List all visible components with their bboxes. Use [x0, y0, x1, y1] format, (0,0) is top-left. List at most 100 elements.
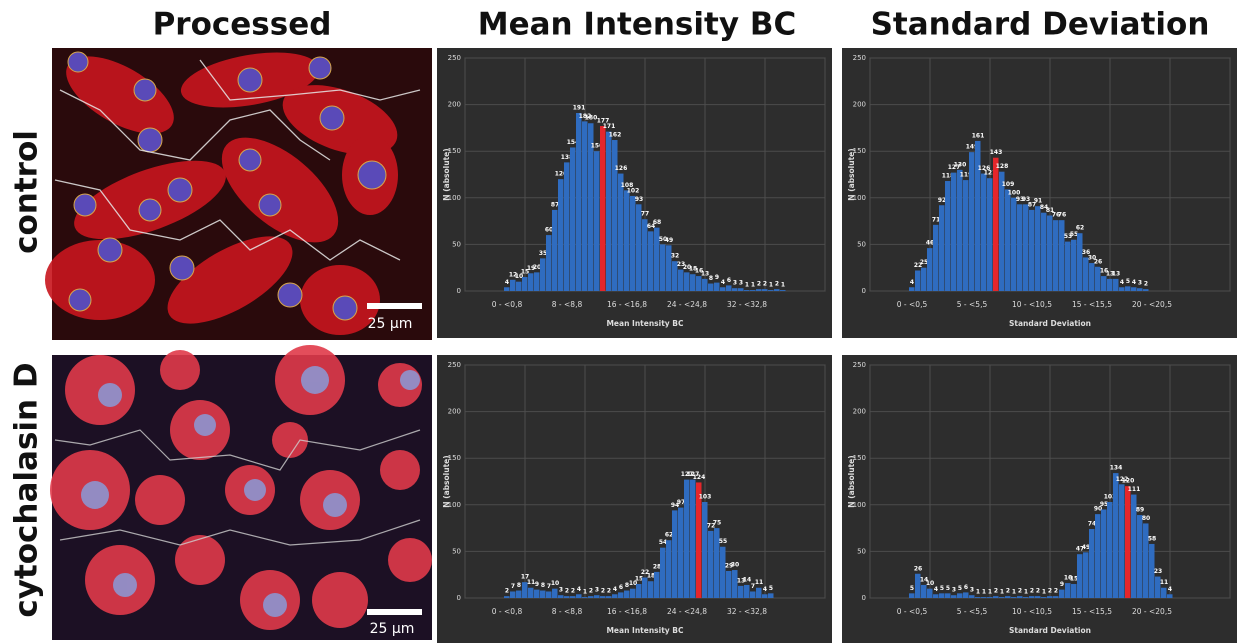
value-label: 71: [932, 216, 940, 223]
bar: [558, 595, 564, 598]
bar: [606, 131, 612, 291]
bar: [1059, 220, 1065, 291]
x-tick-label: 0 - <0,8: [492, 607, 523, 616]
bar: [1005, 189, 1011, 291]
bar: [630, 195, 636, 291]
value-label: 87: [1028, 201, 1036, 208]
bar: [999, 597, 1005, 598]
bar: [963, 592, 969, 598]
x-tick-label: 16 - <16,8: [607, 300, 647, 309]
value-label: 5: [946, 585, 950, 592]
bar: [708, 530, 714, 598]
value-label: 13: [737, 577, 745, 584]
bar: [1011, 597, 1017, 598]
value-label: 10: [515, 273, 523, 280]
value-label: 55: [719, 538, 727, 545]
value-label: 3: [970, 587, 974, 594]
bar: [939, 205, 945, 291]
value-label: 2: [1144, 281, 1148, 288]
chart-background: [842, 48, 1237, 338]
x-tick-label: 24 - <24,8: [667, 300, 707, 309]
bar: [909, 287, 915, 291]
bar: [1047, 596, 1053, 598]
x-tick-label: 20 - <20,5: [1132, 300, 1172, 309]
bar: [951, 595, 957, 598]
bar: [921, 584, 927, 598]
bar: [1155, 576, 1161, 598]
y-axis-label: N (absolute): [442, 455, 451, 507]
value-label: 1: [583, 589, 587, 596]
bar: [1131, 287, 1137, 291]
value-label: 4: [1132, 279, 1136, 286]
value-label: 23: [1154, 568, 1162, 575]
bar: [582, 121, 588, 291]
value-label: 55: [1070, 231, 1078, 238]
bar: [933, 224, 939, 291]
bar: [750, 290, 756, 291]
value-label: 118: [942, 173, 955, 180]
value-label: 6: [727, 277, 731, 284]
bar: [654, 227, 660, 291]
bar: [564, 596, 570, 598]
value-label: 2: [1036, 588, 1040, 595]
bar: [606, 596, 612, 598]
y-tick-label: 100: [853, 194, 866, 202]
x-tick-label: 0 - <0,8: [492, 300, 523, 309]
value-label: 2: [505, 588, 509, 595]
y-tick-label: 150: [853, 147, 866, 155]
value-label: 1: [976, 589, 980, 596]
bar: [612, 594, 618, 598]
value-label: 1: [781, 282, 785, 289]
bar: [732, 288, 738, 291]
value-label: 161: [972, 132, 985, 139]
value-label: 84: [1040, 204, 1048, 211]
x-tick-label: 10 - <10,5: [1012, 300, 1052, 309]
y-tick-label: 100: [853, 501, 866, 509]
value-label: 149: [966, 144, 979, 151]
bar: [1065, 241, 1071, 291]
bar: [1143, 523, 1149, 598]
value-label: 100: [1008, 189, 1021, 196]
bar: [702, 278, 708, 291]
value-label: 4: [934, 586, 938, 593]
value-label: 102: [627, 187, 640, 194]
value-label: 138: [561, 154, 574, 161]
value-label: 4: [1168, 586, 1172, 593]
bar: [600, 596, 606, 598]
bar: [714, 282, 720, 291]
value-label: 13: [1112, 270, 1120, 277]
bar: [648, 581, 654, 598]
value-label: 20: [533, 264, 541, 271]
bar: [1137, 288, 1143, 291]
bar: [636, 204, 642, 291]
value-label: 81: [1046, 207, 1054, 214]
bar: [528, 587, 534, 598]
value-label: 2: [607, 588, 611, 595]
value-label: 1: [1000, 589, 1004, 596]
value-label: 19: [527, 265, 535, 272]
bar: [768, 290, 774, 291]
scale-bar-label: 25 µm: [368, 316, 413, 332]
value-label: 18: [689, 266, 697, 273]
value-label: 35: [539, 250, 547, 257]
x-axis-label: Standard Deviation: [1009, 626, 1091, 635]
bar: [768, 593, 774, 598]
value-label: 64: [647, 223, 655, 230]
value-label: 120: [555, 171, 568, 178]
column-title: Processed: [153, 7, 332, 43]
value-label: 5: [940, 585, 944, 592]
bar: [570, 147, 576, 291]
y-tick-label: 100: [448, 194, 461, 202]
y-tick-label: 250: [853, 361, 866, 369]
bar: [927, 588, 933, 598]
value-label: 3: [952, 587, 956, 594]
value-label: 95: [1100, 501, 1108, 508]
bar: [708, 283, 714, 291]
y-tick-label: 200: [853, 408, 866, 416]
bar: [540, 258, 546, 291]
bar: [582, 597, 588, 598]
bar: [1023, 597, 1029, 598]
bar: [774, 289, 780, 291]
